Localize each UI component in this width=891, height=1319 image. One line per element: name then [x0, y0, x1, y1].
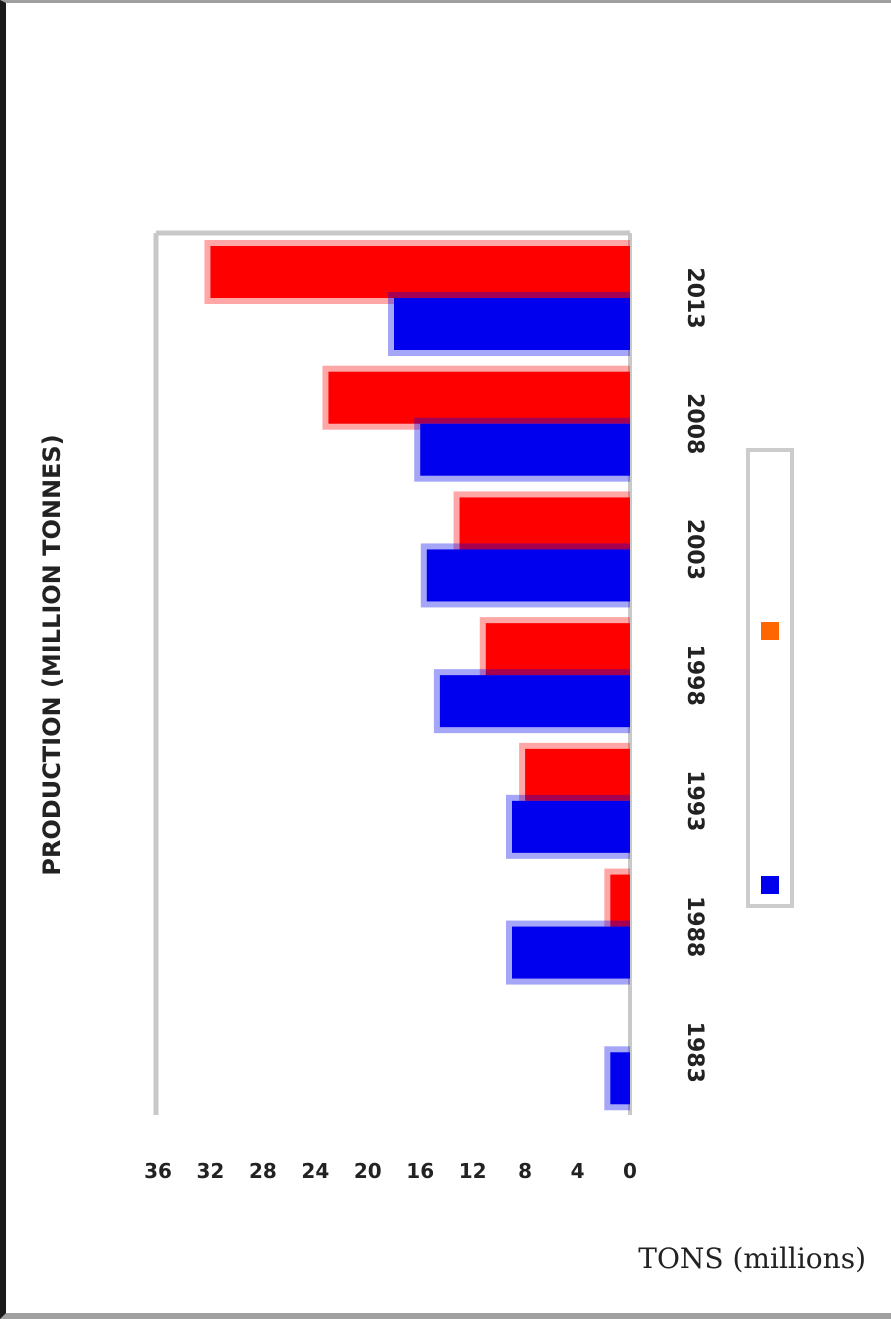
bar [525, 748, 630, 801]
category-labels: 2013 2008 2003 1998 1993 1988 1983 [682, 267, 707, 1083]
x-tick-labels: 36 32 28 24 20 16 12 8 4 0 [144, 1159, 637, 1183]
x-tick-label: 12 [459, 1159, 487, 1183]
x-tick-label: 24 [301, 1159, 329, 1183]
bar [459, 497, 630, 550]
category-label: 1993 [682, 770, 707, 831]
x-tick-label: 36 [144, 1159, 172, 1183]
category-label: 1988 [682, 896, 707, 957]
x-tick-label: 32 [197, 1159, 225, 1183]
legend [746, 448, 794, 908]
bar [328, 371, 630, 424]
bar [210, 246, 630, 298]
bar [420, 423, 630, 476]
x-tick-label: 16 [406, 1159, 434, 1183]
bar [394, 298, 630, 350]
category-label: 2003 [682, 519, 707, 580]
legend-swatch [761, 622, 779, 640]
bar [426, 549, 630, 602]
legend-box [746, 448, 794, 908]
bar [485, 623, 630, 676]
bar [610, 874, 630, 927]
x-axis-label: TONS (millions) [638, 1242, 866, 1275]
category-label: 2013 [682, 267, 707, 328]
x-tick-label: 28 [249, 1159, 277, 1183]
chart-bars [204, 240, 630, 1111]
legend-swatch [761, 876, 779, 894]
bar [512, 926, 630, 979]
category-label: 2008 [682, 393, 707, 454]
x-tick-label: 4 [571, 1159, 585, 1183]
chart-title: PRODUCTION (MILLION TONNES) [38, 434, 66, 875]
bar [610, 1052, 630, 1105]
x-tick-label: 0 [623, 1159, 637, 1183]
bar [439, 675, 630, 728]
x-tick-label: 8 [518, 1159, 532, 1183]
x-tick-label: 20 [354, 1159, 382, 1183]
bar [512, 800, 630, 853]
category-label: 1983 [682, 1022, 707, 1083]
category-label: 1998 [682, 645, 707, 706]
